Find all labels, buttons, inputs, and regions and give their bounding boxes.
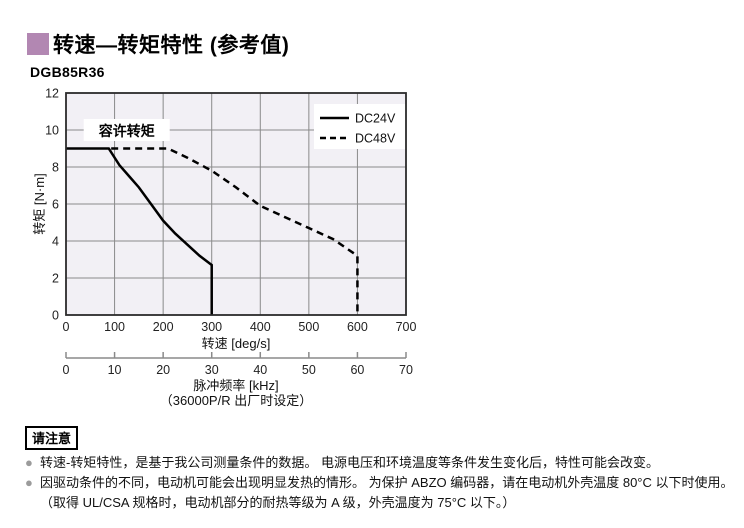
bullet-icon: ● [25,455,33,470]
note-item: （取得 UL/CSA 规格时，电动机部分的耐热等级为 A 级，外壳温度为 75°… [40,493,740,513]
plot-border [65,92,407,316]
y-tick-label: 12 [45,87,59,101]
y-tick-label: 6 [52,198,59,212]
annotation-bg [83,119,170,141]
x-axis-title: 转速 [deg/s] [202,336,271,351]
legend-label: DC48V [355,132,396,146]
notes-section: 请注意 ● 转速-转矩特性，是基于我公司测量条件的数据。 电源电压和环境温度等条… [25,426,740,513]
note-text: （取得 UL/CSA 规格时，电动机部分的耐热等级为 A 级，外壳温度为 75°… [40,495,516,510]
note-item: ● 因驱动条件的不同，电动机可能会出现明显发热的情形。 为保护 ABZO 编码器… [25,473,740,493]
x2-tick-label: 30 [205,363,219,377]
series-dc48v [111,147,359,315]
y-tick-label: 4 [52,235,59,249]
x-tick-label: 100 [104,320,125,334]
y-tick-label: 2 [52,272,59,286]
y-tick-label: 10 [45,124,59,138]
x2-tick-label: 60 [350,363,364,377]
x-tick-label: 700 [396,320,417,334]
legend-box [314,104,406,149]
series-dc24v [66,147,213,315]
model-label: DGB85R36 [30,64,105,80]
x2-axis-title: 脉冲频率 [kHz] [193,378,278,393]
x-tick-label: 500 [298,320,319,334]
x2-tick-label: 50 [302,363,316,377]
bullet-icon: ● [25,475,33,490]
section-title: 转速—转矩特性 (参考值) [53,34,290,57]
x-tick-label: 600 [347,320,368,334]
x2-tick-label: 0 [63,363,70,377]
section-marker-square [27,33,49,55]
x-tick-label: 200 [153,320,174,334]
x-tick-label: 0 [63,320,70,334]
x2-axis-note: （36000P/R 出厂时设定） [160,393,312,408]
y-axis-title: 转矩 [N·m] [32,173,47,234]
note-text: 转速-转矩特性，是基于我公司测量条件的数据。 电源电压和环境温度等条件发生变化后… [40,455,659,470]
legend-label: DC24V [355,112,396,126]
note-item: ● 转速-转矩特性，是基于我公司测量条件的数据。 电源电压和环境温度等条件发生变… [25,453,740,473]
x2-tick-label: 10 [108,363,122,377]
x-tick-label: 400 [250,320,271,334]
x2-tick-label: 70 [399,363,413,377]
x2-tick-label: 40 [253,363,267,377]
x-tick-label: 300 [201,320,222,334]
y-tick-label: 8 [52,161,59,175]
annotation-label: 容许转矩 [98,123,155,139]
section-header: 转速—转矩特性 (参考值) [27,29,289,59]
notes-label: 请注意 [25,426,79,450]
note-text: 因驱动条件的不同，电动机可能会出现明显发热的情形。 为保护 ABZO 编码器，请… [40,475,734,490]
x2-tick-label: 20 [156,363,170,377]
y-tick-label: 0 [52,309,59,323]
